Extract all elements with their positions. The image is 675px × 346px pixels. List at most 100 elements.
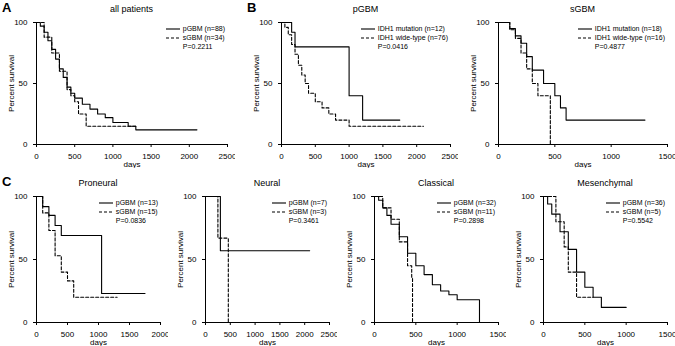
- html-text:sGBM (n=15): sGBM (n=15): [115, 208, 158, 215]
- html-text:A: A: [2, 0, 12, 15]
- svg-text:1000: 1000: [104, 152, 122, 161]
- svg-text:0: 0: [530, 318, 535, 327]
- html-text:C: C: [2, 174, 12, 189]
- svg-text:2500: 2500: [219, 152, 235, 161]
- svg-text:500: 500: [409, 330, 423, 339]
- html-text:B: B: [247, 0, 257, 15]
- svg-text:days: days: [358, 160, 375, 169]
- svg-text:50: 50: [19, 255, 28, 264]
- svg-text:50: 50: [264, 79, 273, 88]
- svg-text:0: 0: [279, 152, 284, 161]
- svg-text:100: 100: [183, 192, 197, 201]
- svg-text:0: 0: [485, 140, 490, 149]
- html-text:Proneural: Proneural: [78, 178, 118, 188]
- html-text:pGBM (n=32): pGBM (n=32): [453, 199, 496, 206]
- svg-text:2000: 2000: [296, 330, 314, 339]
- svg-text:100: 100: [14, 18, 28, 27]
- svg-text:1500: 1500: [121, 330, 139, 339]
- html-text:P=0.0416: P=0.0416: [377, 43, 408, 50]
- svg-text:days: days: [597, 338, 614, 346]
- html-text:P=0.2898: P=0.2898: [453, 217, 484, 224]
- svg-text:Percent survival: Percent survival: [252, 55, 261, 112]
- html-text:pGBM (n=7): pGBM (n=7): [288, 199, 327, 206]
- html-text:IDH1 mutation (n=18): IDH1 mutation (n=18): [594, 25, 662, 32]
- html-text:sGBM (n=11): sGBM (n=11): [453, 208, 496, 215]
- svg-text:100: 100: [521, 192, 535, 201]
- svg-text:50: 50: [357, 255, 366, 264]
- svg-text:Percent survival: Percent survival: [7, 55, 16, 112]
- svg-text:500: 500: [578, 330, 592, 339]
- svg-text:1500: 1500: [659, 152, 675, 161]
- svg-text:1500: 1500: [659, 330, 675, 339]
- svg-text:50: 50: [188, 255, 197, 264]
- svg-text:100: 100: [259, 18, 273, 27]
- svg-text:0: 0: [361, 318, 366, 327]
- html-text:Classical: Classical: [418, 178, 454, 188]
- svg-text:50: 50: [481, 79, 490, 88]
- html-text:Mesenchymal: Mesenchymal: [577, 178, 633, 188]
- svg-text:500: 500: [68, 152, 82, 161]
- svg-text:1000: 1000: [89, 330, 108, 340]
- svg-text:days: days: [90, 338, 107, 346]
- html-text:P=0.2211: P=0.2211: [182, 43, 213, 50]
- svg-text:0: 0: [268, 140, 273, 149]
- svg-text:2500: 2500: [321, 330, 337, 339]
- html-text:IDH1 mutation (n=12): IDH1 mutation (n=12): [377, 25, 445, 32]
- svg-text:100: 100: [14, 192, 28, 201]
- svg-text:days: days: [124, 160, 141, 169]
- svg-text:0: 0: [23, 140, 28, 149]
- svg-text:1500: 1500: [142, 152, 160, 161]
- svg-text:1000: 1000: [602, 152, 620, 161]
- svg-text:0: 0: [192, 318, 197, 327]
- svg-text:0: 0: [34, 152, 39, 161]
- svg-text:500: 500: [224, 330, 238, 339]
- svg-text:1500: 1500: [271, 330, 289, 340]
- html-text:P=0.4877: P=0.4877: [594, 43, 625, 50]
- svg-text:500: 500: [548, 152, 562, 161]
- html-text:IDH1 wide-type (n=16): IDH1 wide-type (n=16): [594, 34, 665, 41]
- html-text:P=0.0836: P=0.0836: [115, 217, 146, 224]
- svg-text:500: 500: [61, 330, 75, 339]
- svg-text:2500: 2500: [442, 152, 458, 161]
- html-text:IDH1 wide-type (n=76): IDH1 wide-type (n=76): [377, 34, 448, 41]
- html-text:sGBM: sGBM: [570, 4, 595, 14]
- svg-text:days: days: [259, 338, 276, 346]
- svg-text:100: 100: [352, 192, 366, 201]
- svg-text:1000: 1000: [617, 330, 635, 339]
- svg-text:Percent survival: Percent survival: [514, 231, 523, 288]
- html-text:pGBM (n=88): pGBM (n=88): [182, 25, 225, 32]
- html-text:all patients: all patients: [110, 4, 153, 14]
- svg-text:0: 0: [541, 330, 546, 339]
- svg-text:2000: 2000: [180, 152, 198, 161]
- svg-text:0: 0: [23, 318, 28, 327]
- svg-text:50: 50: [526, 255, 535, 264]
- svg-text:1500: 1500: [490, 330, 506, 339]
- svg-text:1000: 1000: [448, 330, 466, 339]
- svg-text:50: 50: [19, 79, 28, 88]
- svg-text:0: 0: [34, 330, 39, 339]
- html-text:sGBM (n=3): sGBM (n=3): [288, 208, 327, 215]
- html-text:sGBM (n=34): sGBM (n=34): [182, 34, 225, 41]
- svg-text:1500: 1500: [374, 152, 392, 161]
- svg-text:0: 0: [372, 330, 377, 339]
- svg-text:1000: 1000: [340, 152, 358, 161]
- svg-text:days: days: [575, 160, 592, 169]
- svg-text:0: 0: [203, 330, 208, 339]
- svg-text:2000: 2000: [152, 330, 168, 339]
- svg-text:Percent survival: Percent survival: [345, 231, 354, 288]
- svg-text:0: 0: [496, 152, 501, 161]
- svg-text:2000: 2000: [408, 152, 426, 161]
- html-text:P=0.3461: P=0.3461: [288, 217, 319, 224]
- svg-text:Percent survival: Percent survival: [176, 231, 185, 288]
- html-text:pGBM (n=36): pGBM (n=36): [622, 199, 665, 206]
- html-text:sGBM (n=5): sGBM (n=5): [622, 208, 661, 215]
- svg-text:100: 100: [476, 18, 490, 27]
- html-text:Neural: Neural: [253, 178, 281, 188]
- html-text:pGBM (n=13): pGBM (n=13): [115, 199, 158, 206]
- html-text:pGBM: pGBM: [352, 4, 379, 14]
- svg-text:Percent survival: Percent survival: [7, 231, 16, 288]
- svg-text:500: 500: [309, 152, 323, 161]
- svg-text:days: days: [428, 338, 445, 346]
- svg-text:Percent survival: Percent survival: [469, 55, 478, 112]
- svg-text:1000: 1000: [246, 330, 264, 340]
